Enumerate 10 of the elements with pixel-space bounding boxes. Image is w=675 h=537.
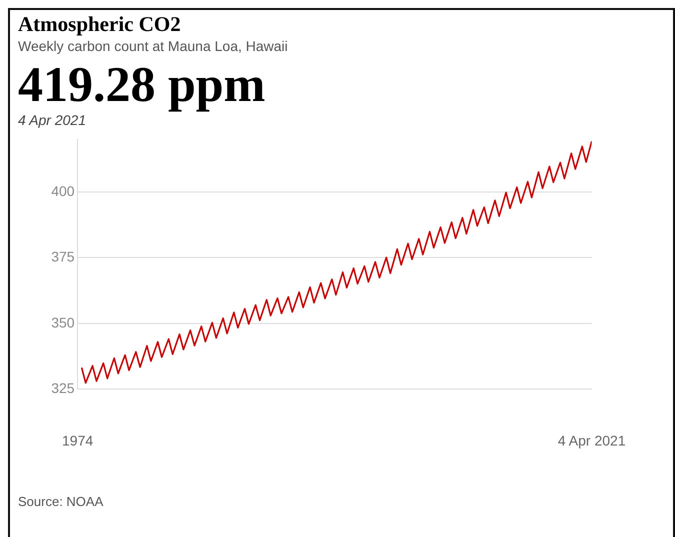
text: 4 Apr 2021 bbox=[18, 112, 87, 128]
source-note: Source: NOAA bbox=[18, 494, 104, 509]
chart-subtitle: Weekly carbon count at Mauna Loa, Hawaii bbox=[18, 38, 289, 54]
x-tick-label: 1974 bbox=[62, 432, 94, 448]
text: 419.28 ppm bbox=[18, 56, 266, 112]
y-tick-label: 375 bbox=[51, 248, 75, 265]
y-tick-label: 350 bbox=[51, 314, 75, 330]
chart-title: Atmospheric CO2 bbox=[18, 12, 182, 37]
y-tick-label: 400 bbox=[51, 182, 75, 199]
y-tick-label: 325 bbox=[51, 380, 75, 396]
